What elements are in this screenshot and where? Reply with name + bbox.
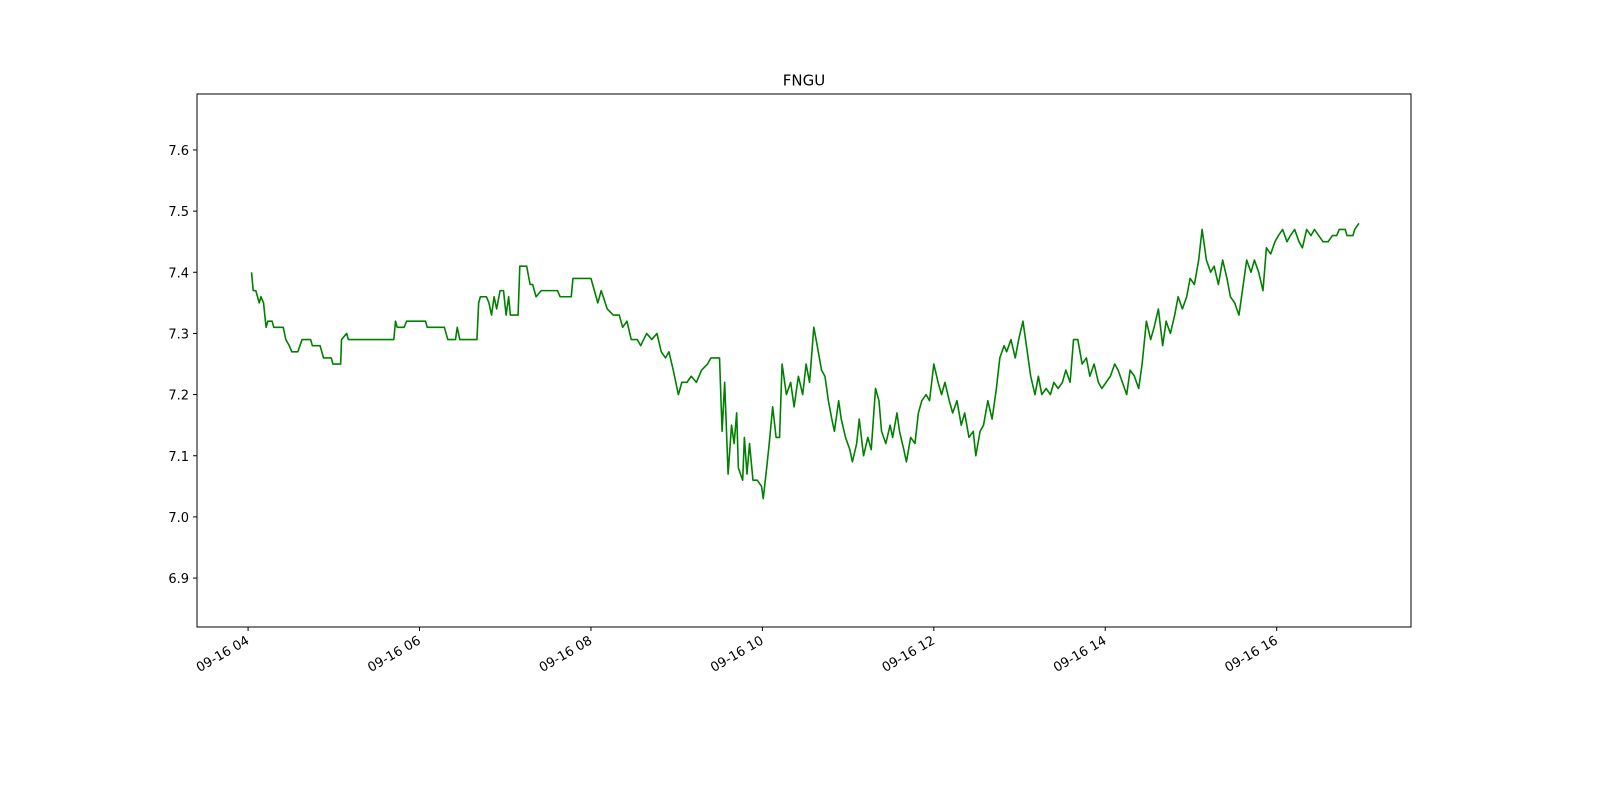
x-tick-label: 09-16 10 bbox=[708, 633, 766, 675]
y-tick-label: 7.2 bbox=[168, 389, 189, 404]
chart-title: FNGU bbox=[783, 72, 825, 90]
x-tick-label: 09-16 12 bbox=[880, 633, 938, 675]
y-tick-label: 7.5 bbox=[168, 205, 189, 220]
price-line bbox=[250, 222, 1360, 500]
y-tick-label: 7.6 bbox=[168, 144, 189, 159]
y-tick-label: 7.4 bbox=[168, 266, 189, 281]
y-tick-label: 6.9 bbox=[168, 572, 189, 587]
y-tick-label: 7.0 bbox=[168, 511, 189, 526]
x-tick-label: 09-16 14 bbox=[1051, 633, 1109, 675]
x-tick-label: 09-16 06 bbox=[365, 633, 423, 675]
x-tick-label: 09-16 16 bbox=[1223, 633, 1281, 675]
y-tick-label: 7.1 bbox=[168, 450, 189, 465]
plot-frame bbox=[196, 93, 1412, 628]
x-tick-label: 09-16 08 bbox=[537, 633, 595, 675]
x-tick-label: 09-16 04 bbox=[194, 633, 252, 675]
y-tick-label: 7.3 bbox=[168, 327, 189, 342]
